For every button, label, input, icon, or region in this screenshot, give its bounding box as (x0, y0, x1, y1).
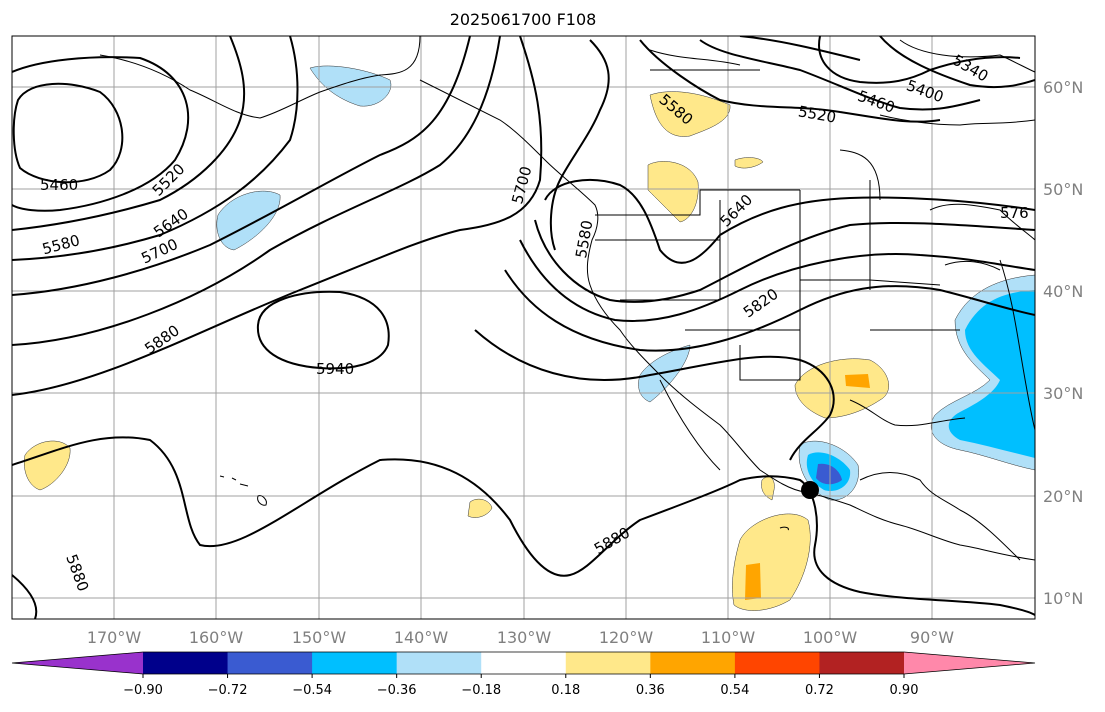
colorbar-segment (12, 652, 143, 674)
lon-labels: 170°W 160°W 150°W 140°W 130°W 120°W 110°… (87, 628, 954, 647)
colorbar-tick-label: −0.18 (461, 683, 501, 698)
lat-labels: 60°N 50°N 40°N 30°N 20°N 10°N (1043, 78, 1083, 608)
colorbar-segment (565, 652, 651, 674)
colorbar-segment (396, 652, 482, 674)
colorbar-tick-label: 0.72 (805, 683, 834, 698)
contour-label: 5460 (40, 176, 78, 194)
colorbar-tick-label: −0.36 (377, 683, 417, 698)
height-contours (12, 36, 1035, 619)
map-frame (11, 35, 1036, 620)
colorbar-segment (312, 652, 398, 674)
colorbar: −0.90 −0.72 −0.54 −0.36 −0.18 0.18 0.36 0.54 0.7… (11, 651, 1036, 698)
lon-label: 170°W (87, 628, 142, 647)
lon-label: 100°W (803, 628, 858, 647)
colorbar-segment (904, 652, 1035, 674)
lon-label: 90°W (910, 628, 954, 647)
lat-label: 50°N (1043, 180, 1083, 199)
lat-label: 10°N (1043, 589, 1083, 608)
lon-label: 110°W (701, 628, 756, 647)
colorbar-tick-label: −0.72 (208, 683, 248, 698)
lat-label: 40°N (1043, 282, 1083, 301)
colorbar-tick-label: 0.18 (551, 683, 580, 698)
anomaly-shading (24, 65, 1035, 611)
map-area: 5460 5520 5580 5640 5700 5880 5940 5700 … (12, 36, 1035, 619)
colorbar-segment (819, 652, 905, 674)
colorbar-tick-label: 0.36 (636, 683, 665, 698)
colorbar-segment (650, 652, 736, 674)
colorbar-tick-label: −0.90 (123, 683, 163, 698)
map-title: 2025061700 F108 (450, 10, 597, 29)
islands (219, 475, 789, 531)
colorbar-tick-label: 0.90 (890, 683, 919, 698)
lon-label: 140°W (394, 628, 449, 647)
lon-label: 120°W (599, 628, 654, 647)
lat-label: 30°N (1043, 384, 1083, 403)
contour-label: 576 (1000, 204, 1029, 222)
colorbar-segment (227, 652, 313, 674)
lat-label: 20°N (1043, 487, 1083, 506)
contour-label: 5940 (316, 360, 354, 378)
lon-label: 160°W (189, 628, 244, 647)
colorbar-segment (481, 652, 567, 674)
colorbar-segment (734, 652, 820, 674)
coastlines (99, 36, 1035, 561)
location-marker-icon (801, 481, 819, 499)
colorbar-segment (143, 652, 229, 674)
lat-label: 60°N (1043, 78, 1083, 97)
colorbar-tick-label: −0.54 (292, 683, 332, 698)
lon-label: 130°W (497, 628, 552, 647)
lon-label: 150°W (292, 628, 347, 647)
colorbar-tick-label: 0.54 (720, 683, 749, 698)
